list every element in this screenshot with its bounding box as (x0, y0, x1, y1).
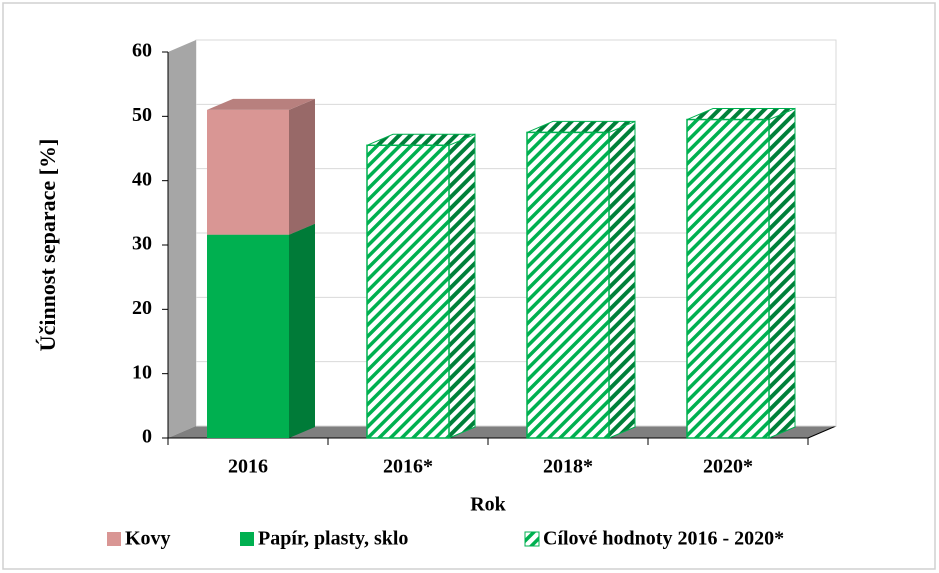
y-tick-label: 0 (142, 426, 152, 448)
y-axis-title: Účinnost separace [%] (35, 139, 60, 352)
x-tick-label: 2016 (228, 456, 268, 478)
legend-label: Papír, plasty, sklo (258, 528, 408, 550)
bar-side (289, 98, 315, 235)
legend-swatch (240, 532, 254, 546)
bar-side (608, 120, 636, 439)
y-tick-label: 20 (132, 297, 152, 319)
y-tick-label: 10 (132, 361, 152, 383)
bar (207, 234, 289, 438)
bar-side (448, 133, 476, 439)
legend-label: Cílové hodnoty 2016 - 2020* (543, 528, 784, 550)
bar-side (289, 223, 315, 438)
floor (168, 426, 836, 438)
y-tick-label: 60 (132, 40, 152, 62)
bar (686, 118, 770, 439)
x-tick-label: 2018* (543, 456, 593, 478)
y-tick-label: 30 (132, 233, 152, 255)
y-tick-label: 50 (132, 104, 152, 126)
legend-swatch (524, 531, 540, 547)
legend-label: Kovy (125, 528, 171, 550)
legend-swatch (107, 532, 121, 546)
bar-side (768, 107, 796, 439)
bar (366, 144, 450, 439)
bar (526, 131, 610, 439)
x-axis-title: Rok (470, 494, 506, 516)
x-tick-label: 2016* (383, 456, 433, 478)
side-wall (168, 40, 196, 438)
bar-top (207, 98, 315, 110)
floor-edge (807, 425, 837, 439)
x-tick-label: 2020* (703, 456, 753, 478)
y-tick-label: 40 (132, 168, 152, 190)
bar (207, 109, 289, 235)
